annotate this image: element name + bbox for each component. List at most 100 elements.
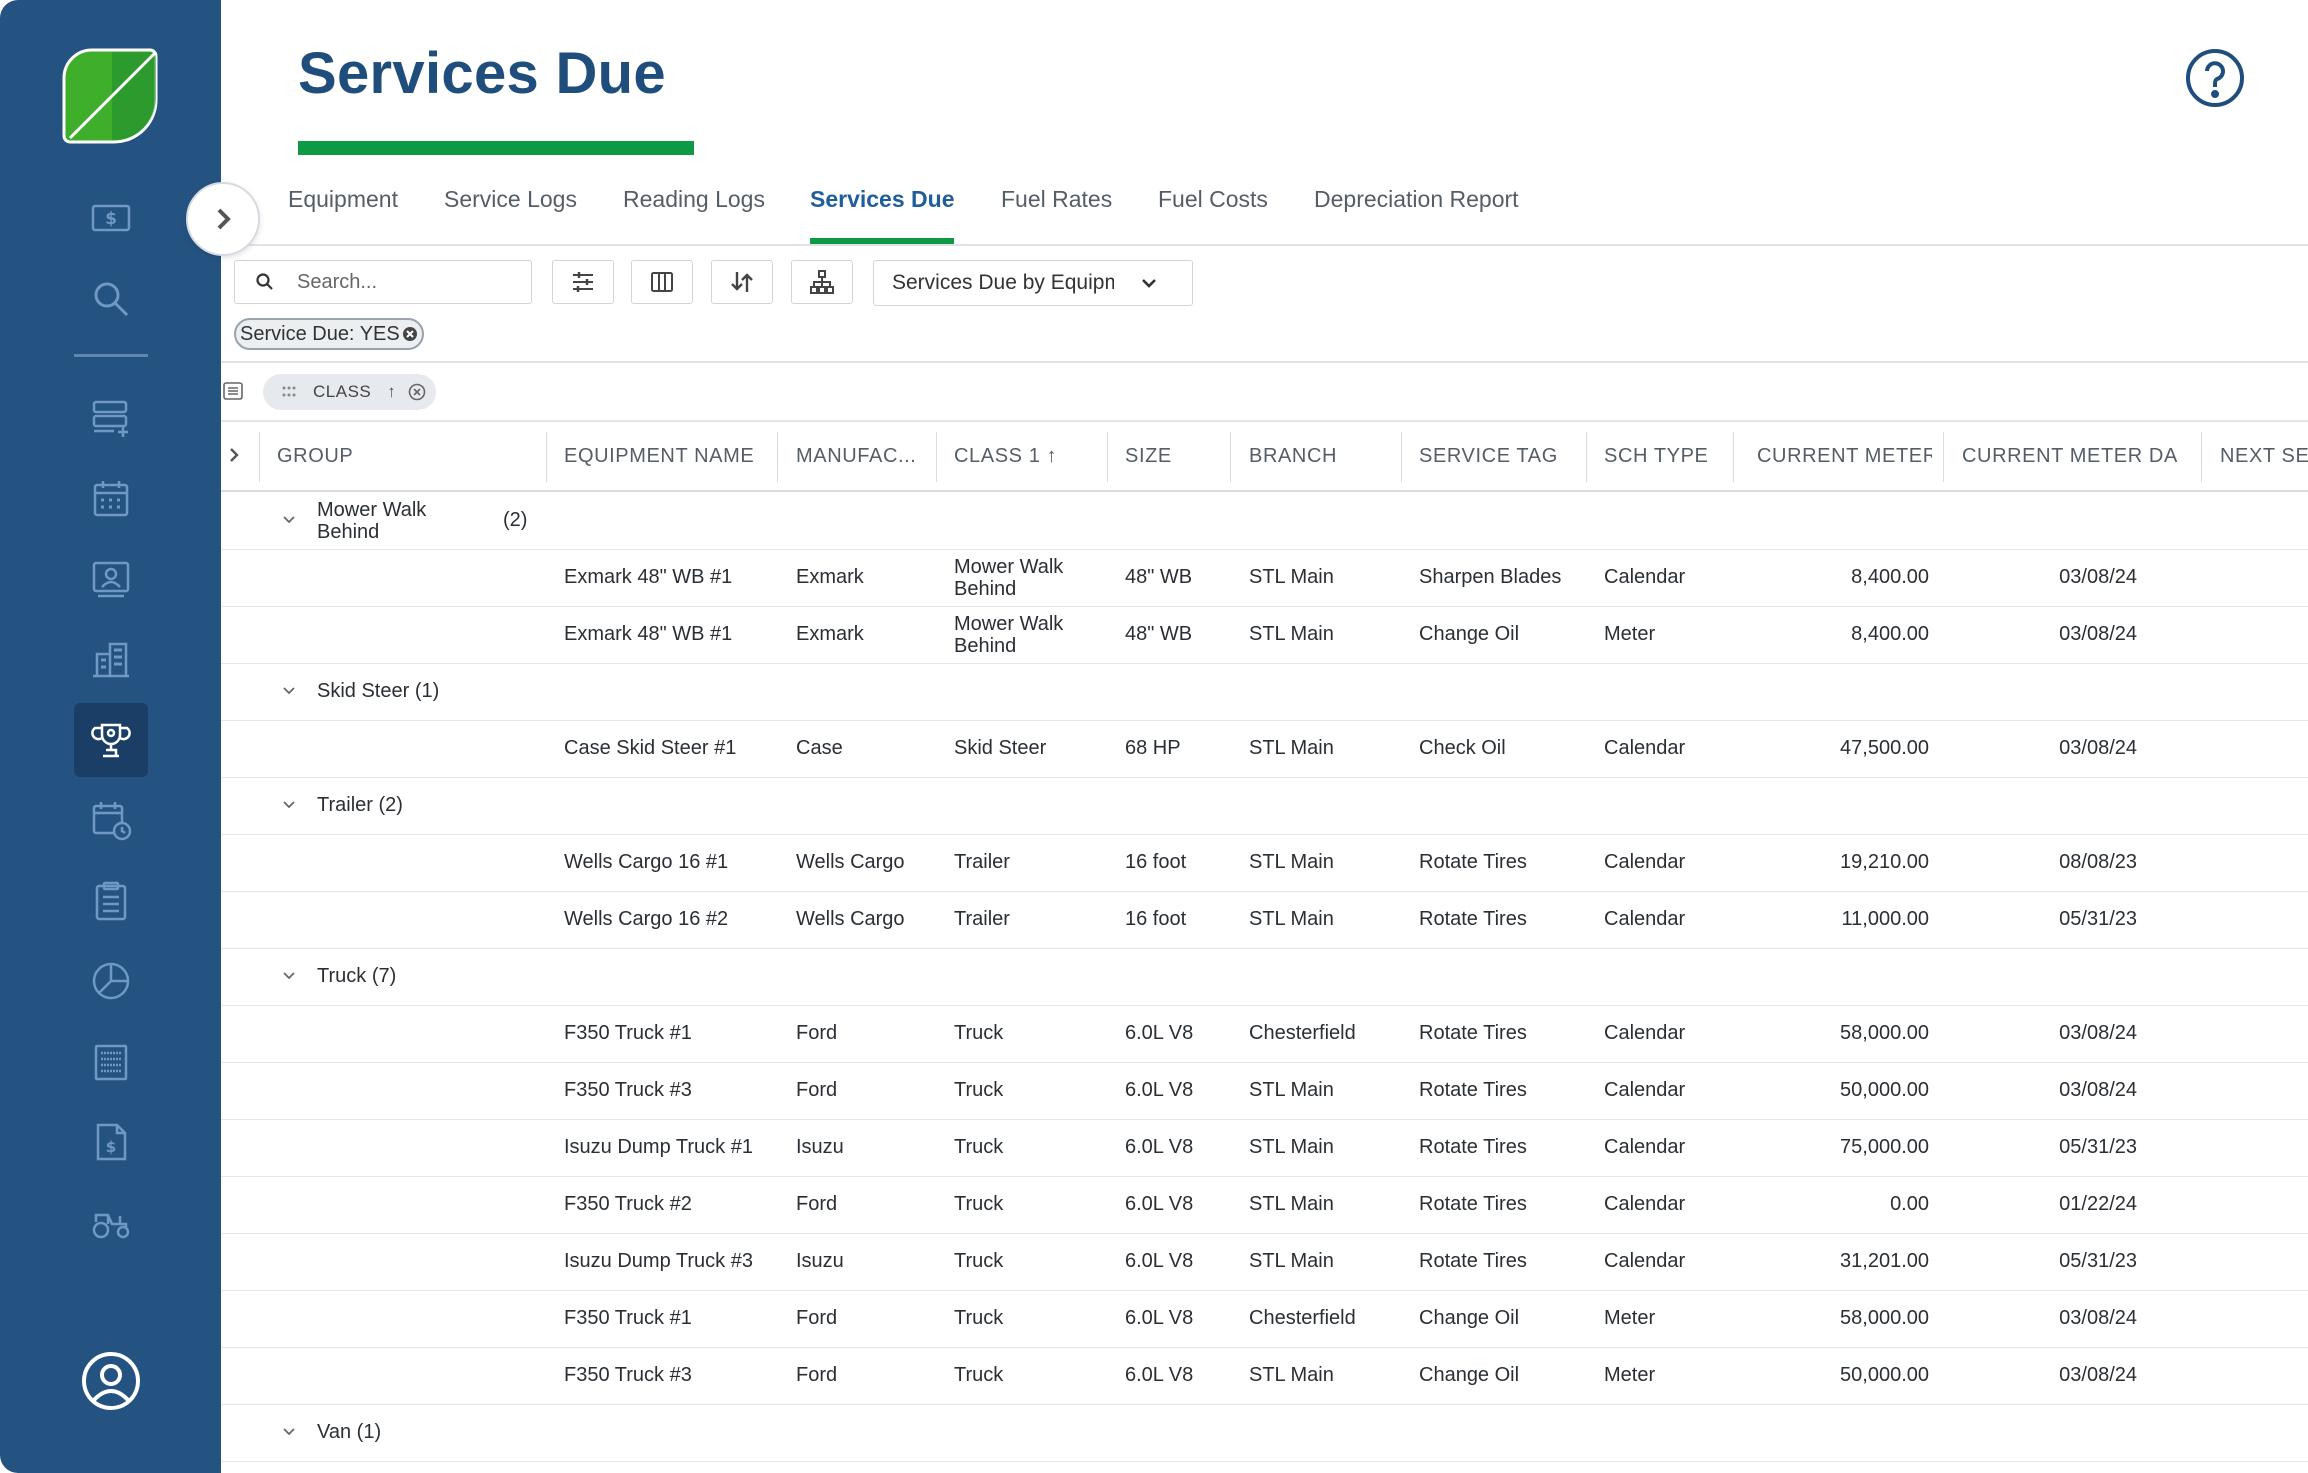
tab-service-logs[interactable]: Service Logs: [444, 186, 577, 212]
chevron-down-icon[interactable]: [279, 795, 299, 815]
chevron-down-icon[interactable]: [279, 510, 299, 530]
cell-current-meter: 19,210.00: [1840, 851, 1929, 873]
row-group-panel-icon[interactable]: [222, 380, 244, 402]
group-row-mower-walk-behind[interactable]: Mower Walk Behind (2): [221, 492, 2308, 550]
cell-size: 48" WB: [1125, 623, 1193, 645]
filter-chip[interactable]: Service Due: YES: [234, 318, 424, 350]
cell-class: Truck: [954, 1022, 1004, 1044]
page-title: Services Due: [298, 41, 666, 106]
nav-search[interactable]: [74, 262, 148, 336]
column-header-equipment-name[interactable]: EQUIPMENT NAME: [564, 445, 755, 467]
column-header-group[interactable]: GROUP: [277, 445, 354, 467]
app-logo[interactable]: [62, 48, 158, 144]
search-box[interactable]: [234, 260, 532, 304]
remove-filter-icon[interactable]: [402, 326, 418, 342]
column-separator: [546, 432, 547, 482]
tab-depreciation-report[interactable]: Depreciation Report: [1314, 186, 1519, 212]
expand-all-icon[interactable]: [225, 446, 243, 464]
user-circle-icon[interactable]: [80, 1350, 142, 1412]
nav-tractor[interactable]: [74, 1186, 148, 1260]
nav-pie-chart[interactable]: [74, 944, 148, 1018]
columns-button[interactable]: [631, 260, 693, 304]
toolbar-divider: [221, 361, 2308, 363]
cell-equipment-name: F350 Truck #1: [564, 1022, 692, 1044]
sidebar: $ $: [0, 0, 221, 1473]
nav-add-list[interactable]: [74, 381, 148, 455]
cell-manufacturer: Case: [796, 737, 843, 759]
tab-services-due[interactable]: Services Due: [810, 172, 955, 244]
tab-equipment[interactable]: Equipment: [288, 186, 398, 212]
drag-handle-icon[interactable]: [281, 384, 301, 400]
cell-current-meter: 8,400.00: [1851, 623, 1929, 645]
table-row[interactable]: Isuzu Dump Truck #1 Isuzu Truck 6.0L V8 …: [221, 1119, 2308, 1177]
column-header-service-tag[interactable]: SERVICE TAG: [1419, 445, 1558, 467]
cell-branch: STL Main: [1249, 1193, 1334, 1215]
chevron-down-icon[interactable]: [279, 966, 299, 986]
group-row-van[interactable]: Van (1): [221, 1404, 2308, 1462]
view-select[interactable]: Services Due by Equipm: [873, 260, 1193, 306]
nav-employee[interactable]: [74, 542, 148, 616]
cell-equipment-name: F350 Truck #1: [564, 1307, 692, 1329]
table-row[interactable]: F350 Truck #3 Ford Truck 6.0L V8 STL Mai…: [221, 1347, 2308, 1405]
column-header-branch[interactable]: BRANCH: [1249, 445, 1338, 467]
nav-invoice[interactable]: $: [74, 1105, 148, 1179]
tab-fuel-rates[interactable]: Fuel Rates: [1001, 186, 1113, 212]
search-icon: [256, 273, 273, 290]
help-icon[interactable]: [2184, 47, 2246, 109]
nav-dollar-card[interactable]: $: [74, 180, 148, 254]
filter-settings-button[interactable]: [552, 260, 614, 304]
tab-fuel-costs[interactable]: Fuel Costs: [1158, 186, 1268, 212]
table-row[interactable]: Exmark 48" WB #1 Exmark Mower Walk Behin…: [221, 606, 2308, 664]
cell-current-meter-date: 01/22/24: [2059, 1193, 2137, 1215]
expand-sidebar-button[interactable]: [186, 182, 260, 256]
table-row[interactable]: F350 Truck #2 Ford Truck 6.0L V8 STL Mai…: [221, 1176, 2308, 1234]
column-header-manufacturer[interactable]: MANUFAC...: [796, 445, 917, 467]
column-header-sch-type[interactable]: SCH TYPE: [1604, 445, 1709, 467]
table-row[interactable]: F350 Truck #1 Ford Truck 6.0L V8 Chester…: [221, 1005, 2308, 1063]
column-header-current-meter-date[interactable]: CURRENT METER DA...: [1962, 445, 2177, 467]
column-header-current-meter[interactable]: CURRENT METER: [1757, 445, 1932, 467]
table-row[interactable]: Wells Cargo 16 #1 Wells Cargo Trailer 16…: [221, 834, 2308, 892]
employee-badge-icon: [92, 561, 130, 598]
column-header-class[interactable]: CLASS 1 ↑: [954, 445, 1058, 467]
dollar-card-icon: $: [91, 204, 131, 232]
column-separator: [936, 432, 937, 482]
table-row[interactable]: Case Skid Steer #1 Case Skid Steer 68 HP…: [221, 720, 2308, 778]
nav-report[interactable]: [74, 1025, 148, 1099]
group-row-trailer[interactable]: Trailer (2): [221, 777, 2308, 835]
column-separator: [1230, 432, 1231, 482]
remove-group-icon[interactable]: [408, 383, 426, 401]
table-row[interactable]: Exmark 48" WB #1 Exmark Mower Walk Behin…: [221, 549, 2308, 607]
column-header-next-service[interactable]: NEXT SER: [2220, 445, 2308, 467]
group-name: Skid Steer (1): [317, 680, 440, 702]
table-row[interactable]: F350 Truck #3 Ford Truck 6.0L V8 STL Mai…: [221, 1062, 2308, 1120]
column-header-size[interactable]: SIZE: [1125, 445, 1172, 467]
table-row[interactable]: Wells Cargo 16 #2 Wells Cargo Trailer 16…: [221, 891, 2308, 949]
chevron-down-icon[interactable]: [279, 1422, 299, 1442]
group-by-chip[interactable]: CLASS ↑: [263, 374, 436, 410]
nav-building[interactable]: [74, 622, 148, 696]
tab-reading-logs[interactable]: Reading Logs: [623, 186, 765, 212]
cell-sch-type: Calendar: [1604, 1250, 1686, 1272]
nav-calendar[interactable]: [74, 461, 148, 535]
cell-manufacturer: Ford: [796, 1079, 838, 1101]
cell-service-tag: Rotate Tires: [1419, 1193, 1527, 1215]
group-row-skid-steer[interactable]: Skid Steer (1): [221, 663, 2308, 721]
sort-button[interactable]: [711, 260, 773, 304]
table-row[interactable]: Isuzu Dump Truck #3 Isuzu Truck 6.0L V8 …: [221, 1233, 2308, 1291]
cell-manufacturer: Wells Cargo: [796, 851, 905, 873]
search-input[interactable]: [295, 269, 519, 295]
cell-current-meter-date: 05/31/23: [2059, 1250, 2137, 1272]
nav-calendar-clock[interactable]: [74, 783, 148, 857]
cell-size: 16 foot: [1125, 908, 1187, 930]
group-row-truck[interactable]: Truck (7): [221, 948, 2308, 1006]
sidebar-separator: [74, 354, 148, 357]
cell-service-tag: Rotate Tires: [1419, 1022, 1527, 1044]
group-by-button[interactable]: [791, 260, 853, 304]
nav-trophy[interactable]: [74, 703, 148, 777]
cell-sch-type: Calendar: [1604, 851, 1686, 873]
table-row[interactable]: F350 Truck #1 Ford Truck 6.0L V8 Chester…: [221, 1290, 2308, 1348]
cell-equipment-name: F350 Truck #2: [564, 1193, 692, 1215]
nav-clipboard[interactable]: [74, 864, 148, 938]
chevron-down-icon[interactable]: [279, 681, 299, 701]
